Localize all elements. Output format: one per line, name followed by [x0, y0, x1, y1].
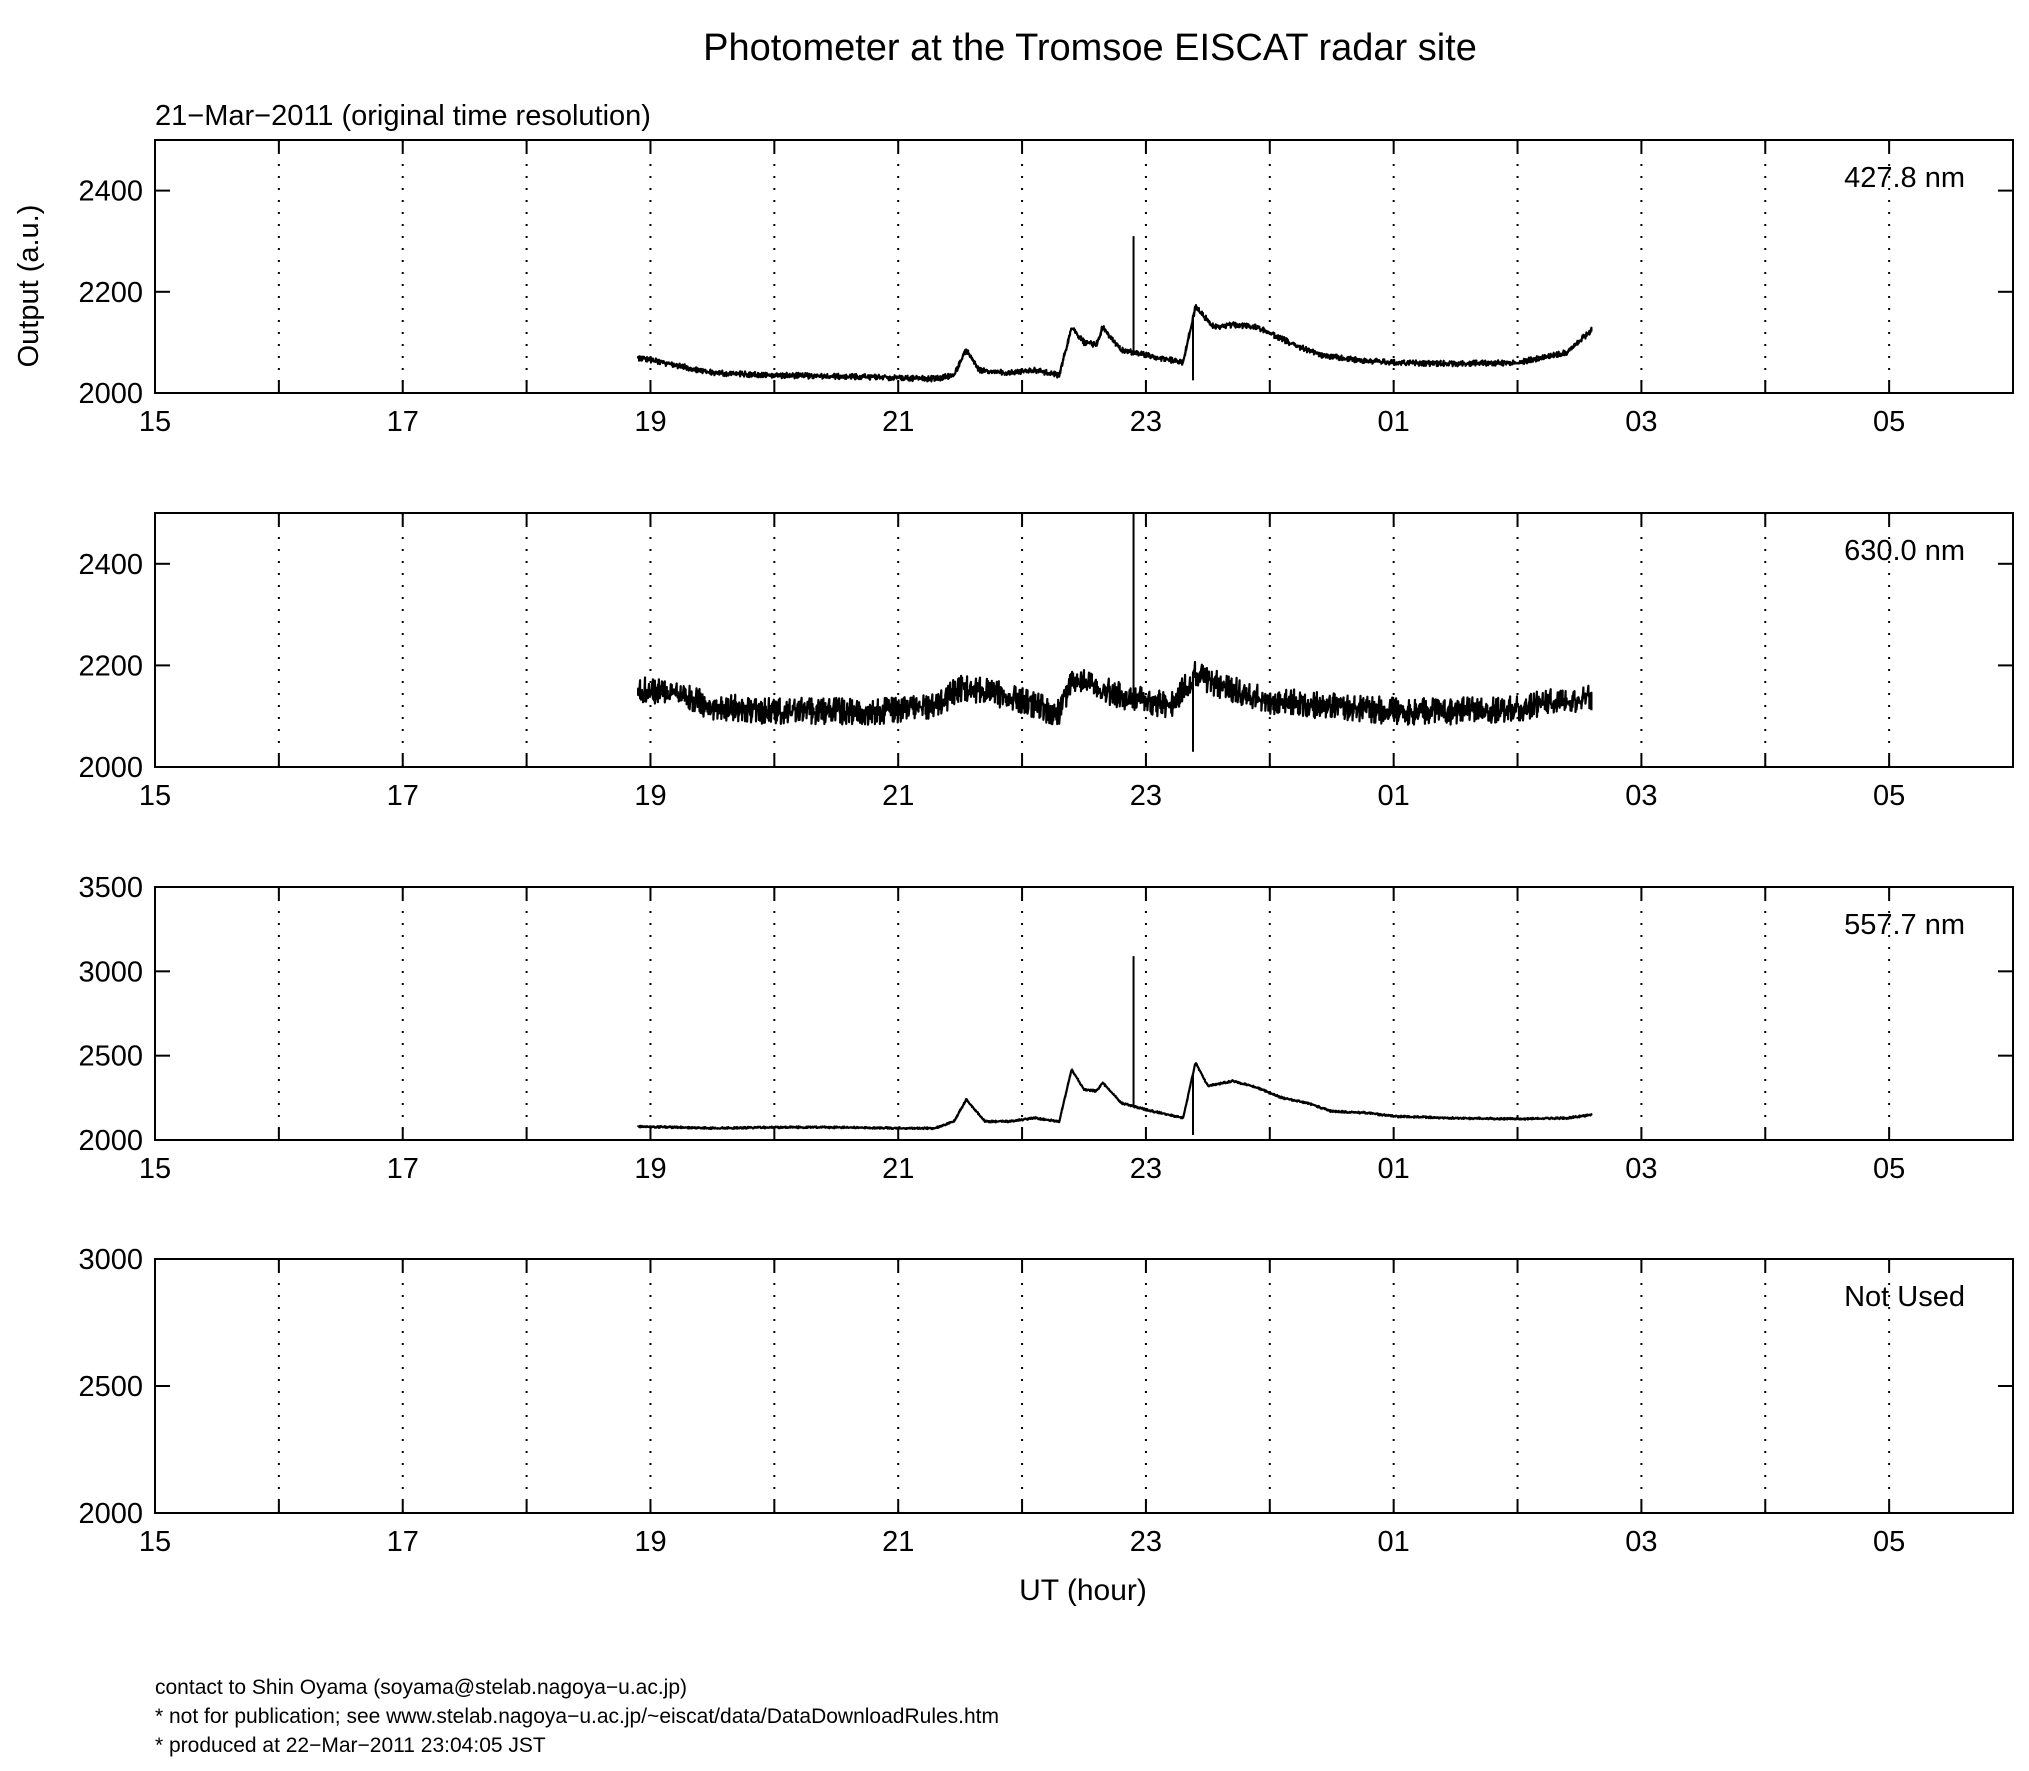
x-tick-label: 01	[1378, 406, 1410, 438]
x-tick-label: 23	[1130, 780, 1162, 812]
y-tick-label: 2000	[78, 1125, 143, 1157]
x-tick-label: 03	[1625, 406, 1657, 438]
y-tick-label: 2000	[78, 752, 143, 784]
x-tick-label: 17	[387, 1153, 419, 1185]
y-tick-label: 2200	[78, 650, 143, 682]
y-tick-label: 2500	[78, 1371, 143, 1403]
x-tick-label: 21	[882, 1153, 914, 1185]
plot-frame	[154, 1258, 2014, 1514]
x-tick-label: 19	[634, 406, 666, 438]
data-trace	[637, 304, 1593, 383]
panel-1: 15 17 19 21 23 01 03 05 2000 2200 2400 427.8 nm	[78, 139, 2014, 438]
x-axis-label: UT (hour)	[1019, 1574, 1147, 1607]
x-tick-label: 01	[1378, 1153, 1410, 1185]
x-tick-label: 03	[1625, 780, 1657, 812]
x-tick-label: 03	[1625, 1526, 1657, 1558]
figure-title: Photometer at the Tromsoe EISCAT radar s…	[703, 27, 1477, 69]
y-axis-label: Output (a.u.)	[13, 205, 45, 368]
plot-frame	[154, 139, 2014, 394]
x-tick-label: 17	[387, 1526, 419, 1558]
footer-notes: contact to Shin Oyama (soyama@stelab.nag…	[155, 1673, 999, 1760]
x-tick-label: 03	[1625, 1153, 1657, 1185]
channel-label: 557.7 nm	[1844, 909, 1965, 941]
y-tick-label: 2500	[78, 1041, 143, 1073]
x-tick-label: 21	[882, 1526, 914, 1558]
panels-group: 15 17 19 21 23 01 03 05 2000 2200 2400 427.8 nm 15 17…	[78, 139, 2014, 1558]
footer-contact: contact to Shin Oyama (soyama@stelab.nag…	[155, 1676, 688, 1699]
x-tick-label: 21	[882, 780, 914, 812]
footer-produced: * produced at 22−Mar−2011 23:04:05 JST	[155, 1734, 546, 1757]
channel-label: Not Used	[1844, 1281, 1965, 1313]
x-tick-label: 17	[387, 780, 419, 812]
data-trace	[637, 1062, 1593, 1131]
x-tick-label: 19	[634, 780, 666, 812]
y-tick-label: 3000	[78, 956, 143, 988]
y-tick-label: 2200	[78, 277, 143, 309]
x-tick-label: 05	[1873, 780, 1905, 812]
y-tick-label: 2000	[78, 1498, 143, 1530]
x-tick-label: 19	[634, 1526, 666, 1558]
x-tick-label: 15	[139, 1153, 171, 1185]
photometer-figure: Photometer at the Tromsoe EISCAT radar s…	[13, 27, 2014, 1607]
x-tick-label: 19	[634, 1153, 666, 1185]
x-tick-label: 23	[1130, 1526, 1162, 1558]
x-tick-label: 01	[1378, 780, 1410, 812]
y-tick-label: 2400	[78, 176, 143, 208]
y-tick-label: 2400	[78, 549, 143, 581]
x-tick-label: 01	[1378, 1526, 1410, 1558]
plot-frame	[154, 886, 2014, 1141]
panel-3: 15 17 19 21 23 01 03 05 2000 2500 3000 3500 557.7 nm	[78, 872, 2014, 1185]
channel-label: 630.0 nm	[1844, 535, 1965, 567]
x-tick-label: 05	[1873, 1153, 1905, 1185]
y-tick-label: 3000	[78, 1244, 143, 1276]
x-tick-label: 15	[139, 406, 171, 438]
x-tick-label: 15	[139, 780, 171, 812]
panel-4: 15 17 19 21 23 01 03 05 2000 2500 3000 Not Used	[78, 1244, 2014, 1558]
x-tick-label: 15	[139, 1526, 171, 1558]
y-tick-label: 2000	[78, 378, 143, 410]
footer-notice: * not for publication; see www.stelab.na…	[155, 1705, 999, 1728]
x-tick-label: 23	[1130, 406, 1162, 438]
panel-2: 15 17 19 21 23 01 03 05 2000 2200 2400 630.0 nm	[78, 512, 2014, 812]
data-trace	[637, 660, 1593, 726]
channel-label: 427.8 nm	[1844, 162, 1965, 194]
y-tick-label: 3500	[78, 872, 143, 904]
x-tick-label: 05	[1873, 1526, 1905, 1558]
x-tick-label: 17	[387, 406, 419, 438]
plot-frame	[154, 512, 2014, 768]
x-tick-label: 05	[1873, 406, 1905, 438]
x-tick-label: 23	[1130, 1153, 1162, 1185]
figure-subtitle: 21−Mar−2011 (original time resolution)	[155, 100, 651, 132]
x-tick-label: 21	[882, 406, 914, 438]
